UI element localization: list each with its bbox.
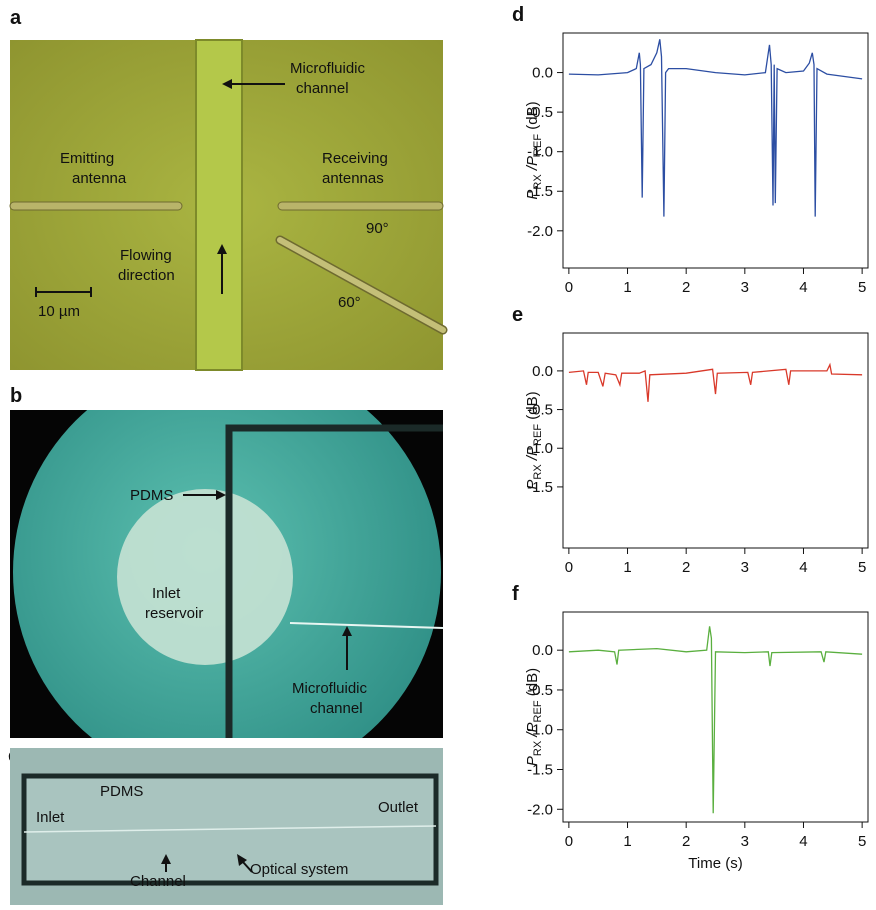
y-axis-label-part: (dB) bbox=[524, 101, 541, 134]
x-axis-label: Time (s) bbox=[688, 855, 742, 872]
y-axis-label-part: P bbox=[524, 480, 541, 490]
y-axis-label-part: REF bbox=[532, 134, 544, 156]
pdms-edge bbox=[225, 424, 443, 738]
annotation: PDMS bbox=[130, 487, 173, 504]
panel-label: f bbox=[512, 583, 519, 605]
x-tick-label: 3 bbox=[741, 559, 749, 576]
x-tick-label: 0 bbox=[565, 279, 573, 296]
panel-b: b PDMS Inlet reservoir Microfluidic channe… bbox=[10, 385, 443, 738]
channel bbox=[23, 825, 437, 833]
arrow bbox=[242, 861, 253, 873]
channel bbox=[289, 622, 443, 629]
y-tick-label: -1.0 bbox=[527, 144, 553, 161]
annotation: Microfluidic channel bbox=[292, 680, 368, 717]
arrow-head bbox=[216, 490, 226, 500]
plot-frame bbox=[562, 611, 869, 823]
annotation: Channel bbox=[130, 873, 186, 890]
y-axis-label-part: RX bbox=[532, 740, 544, 756]
y-axis-label-part: RX bbox=[532, 464, 544, 480]
y-tick-label: -0.5 bbox=[527, 682, 553, 699]
x-tick-label: 0 bbox=[565, 559, 573, 576]
x-tick-label: 1 bbox=[623, 559, 631, 576]
annotation: Microfluidic channel bbox=[290, 60, 366, 97]
x-tick-label: 0 bbox=[565, 833, 573, 850]
plot-frame bbox=[562, 332, 869, 549]
x-tick-label: 1 bbox=[623, 279, 631, 296]
annotation: 10 µm bbox=[38, 303, 80, 320]
panel-label: d bbox=[512, 4, 524, 26]
panel-label: b bbox=[10, 385, 22, 407]
annotation: 90° bbox=[366, 220, 389, 237]
x-tick-label: 3 bbox=[741, 279, 749, 296]
y-axis-label-part: /P bbox=[524, 722, 541, 740]
y-tick-label: 0.0 bbox=[532, 363, 553, 380]
arrow-head bbox=[342, 626, 352, 636]
annotation: Flowing direction bbox=[118, 247, 175, 284]
y-axis-label-part: P bbox=[524, 190, 541, 200]
y-tick-label: -0.5 bbox=[527, 104, 553, 121]
annotation: Outlet bbox=[378, 799, 419, 816]
y-tick-label: 0.0 bbox=[532, 642, 553, 659]
arrow-head bbox=[217, 244, 227, 254]
panel-c: c PDMS Inlet Outlet Channel Optical syst… bbox=[8, 745, 443, 905]
annotation: Inlet bbox=[36, 809, 65, 826]
y-axis-label-part: (dB) bbox=[524, 391, 541, 424]
reservoir bbox=[117, 489, 293, 665]
annotation: Emitting antenna bbox=[60, 150, 127, 187]
panel-label: a bbox=[10, 7, 22, 29]
y-tick-label: 0.0 bbox=[532, 65, 553, 82]
x-tick-label: 5 bbox=[858, 559, 866, 576]
x-tick-label: 2 bbox=[682, 279, 690, 296]
arrow-head bbox=[161, 854, 171, 864]
x-tick-label: 1 bbox=[623, 833, 631, 850]
annotation: PDMS bbox=[100, 783, 143, 800]
y-axis-label: PRX /PREF (dB) bbox=[524, 391, 544, 489]
y-tick-label: -0.5 bbox=[527, 402, 553, 419]
plot-frame bbox=[562, 32, 869, 269]
annotation: Optical system bbox=[250, 861, 348, 878]
y-tick-label: -2.0 bbox=[527, 801, 553, 818]
y-axis-label: PRX /PREF (dB) bbox=[524, 668, 544, 766]
y-tick-label: -1.5 bbox=[527, 762, 553, 779]
y-axis-label-part: /P bbox=[524, 156, 541, 174]
y-axis-label-part: RX bbox=[532, 174, 544, 190]
y-tick-label: -1.5 bbox=[527, 479, 553, 496]
y-tick-label: -1.0 bbox=[527, 722, 553, 739]
channel bbox=[195, 39, 243, 371]
x-tick-label: 5 bbox=[858, 833, 866, 850]
y-axis-label-part: (dB) bbox=[524, 668, 541, 701]
x-tick-label: 2 bbox=[682, 559, 690, 576]
antenna bbox=[277, 201, 444, 211]
x-tick-label: 4 bbox=[799, 833, 807, 850]
data-line bbox=[568, 39, 863, 217]
y-axis-label-part: /P bbox=[524, 446, 541, 464]
y-axis-label: PRX /PREF (dB) bbox=[524, 101, 544, 199]
antenna bbox=[9, 201, 183, 211]
y-axis-label-part: REF bbox=[532, 424, 544, 446]
arrow-head bbox=[222, 79, 232, 89]
x-tick-label: 3 bbox=[741, 833, 749, 850]
antenna bbox=[277, 237, 446, 333]
x-tick-label: 2 bbox=[682, 833, 690, 850]
annotation: Receiving antennas bbox=[322, 150, 388, 187]
y-tick-label: -1.0 bbox=[527, 440, 553, 457]
x-tick-label: 4 bbox=[799, 559, 807, 576]
x-tick-label: 5 bbox=[858, 279, 866, 296]
y-axis-label-part: REF bbox=[532, 700, 544, 722]
panel-label: e bbox=[512, 304, 523, 326]
panel-a: a Microfluidic channel Emitting antenna Re… bbox=[9, 7, 448, 371]
annotation: Inlet reservoir bbox=[145, 585, 203, 622]
y-tick-label: -2.0 bbox=[527, 223, 553, 240]
data-line bbox=[568, 362, 863, 402]
data-line bbox=[568, 626, 863, 814]
scale-bar bbox=[35, 287, 92, 297]
y-axis-label-part: P bbox=[524, 756, 541, 766]
arrow-head bbox=[237, 854, 247, 866]
annotation: 60° bbox=[338, 294, 361, 311]
x-tick-label: 4 bbox=[799, 279, 807, 296]
y-tick-label: -1.5 bbox=[527, 183, 553, 200]
